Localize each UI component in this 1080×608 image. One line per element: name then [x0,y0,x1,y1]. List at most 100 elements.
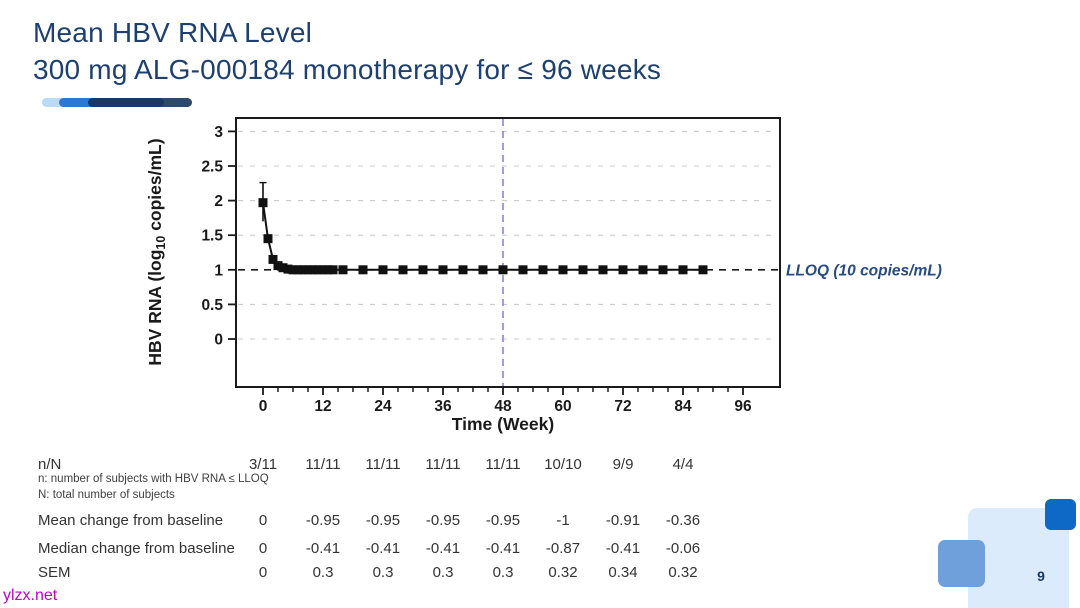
table-row-mean: Mean change from baseline 0 -0.95 -0.95 -0.… [0,512,1080,532]
decorative-gradient-bar [42,98,192,107]
y-axis-label: HBV RNA (log10 copies/mL) [145,138,168,365]
data-point-marker [263,234,273,244]
y-tick-label: 2.5 [201,159,223,176]
x-axis-label: Time (Week) [452,414,554,434]
table-cell: 0.3 [432,564,454,581]
x-tick-label: 84 [674,398,692,415]
y-tick-label: 1.5 [201,228,223,245]
x-tick-label: 48 [494,398,512,415]
page-number: 9 [1037,568,1045,584]
series-line [262,202,703,271]
table-cell: 10/10 [544,456,582,473]
data-point-marker [638,265,648,275]
table-row-median: Median change from baseline 0 -0.41 -0.41 -… [0,540,1080,560]
table-cell: 9/9 [612,456,634,473]
data-point-marker [698,265,708,275]
deco-bar-segment-slate [144,98,192,107]
row-label-sem: SEM [38,564,71,581]
table-cell: 3/11 [248,456,278,473]
data-point-marker [258,198,268,208]
table-cell: -0.06 [665,540,701,557]
data-point-marker [398,265,408,275]
table-row-sem: SEM 0 0.3 0.3 0.3 0.3 0.32 0.34 0.32 [0,564,1080,584]
table-cell: -0.95 [305,512,341,529]
data-point-marker [318,265,328,275]
deco-square-dark [1045,499,1076,530]
data-point-marker [358,265,368,275]
x-tick-label: 60 [554,398,571,415]
table-cell: -0.36 [665,512,701,529]
table-cell: 11/11 [365,456,401,473]
data-point-marker [558,265,568,275]
x-tick-label: 36 [434,398,452,415]
table-cell: -0.41 [365,540,401,557]
table-cell: 0.3 [492,564,514,581]
table-footnote-N: N: total number of subjects [38,489,175,501]
data-point-marker [578,265,588,275]
data-point-marker [538,265,548,275]
data-point-marker [338,265,348,275]
table-cell: 0 [258,564,268,581]
data-point-marker [278,263,288,273]
table-cell: -0.91 [605,512,641,529]
table-cell: -0.41 [605,540,641,557]
hbv-rna-chart: 0 0.5 1 1.5 2 2.5 3 0 12 24 36 48 60 72 84 96 Time (Week… [145,117,942,434]
data-point-marker [268,254,278,264]
table-cell: 0.3 [312,564,334,581]
slide-title-line2: 300 mg ALG-000184 monotherapy for ≤ 96 w… [33,54,662,85]
table-row-nN: n/N 3/11 11/11 11/11 11/11 11/11 10/10 9/9 4/4 [0,456,1080,476]
data-point-marker [498,265,508,275]
table-cell: -0.95 [365,512,401,529]
table-cell: -0.95 [485,512,521,529]
row-label-median: Median change from baseline [38,540,235,557]
x-tick-label: 12 [314,398,331,415]
x-tick-label: 96 [734,398,752,415]
y-tick-label: 3 [214,124,223,141]
title-block: Mean HBV RNA Level 300 mg ALG-000184 mon… [33,14,661,88]
data-point-marker [458,265,468,275]
table-cell: 11/11 [485,456,521,473]
data-point-marker [678,265,688,275]
table-cell: 11/11 [305,456,341,473]
table-cell: -0.41 [305,540,341,557]
data-point-marker [418,265,428,275]
table-cell: -0.41 [425,540,461,557]
data-point-marker [293,265,303,275]
data-point-marker [658,265,668,275]
data-point-marker [313,265,323,275]
data-point-marker [438,265,448,275]
y-tick-label: 1 [214,262,223,279]
table-cell: 0 [258,512,268,529]
table-cell: -1 [556,512,570,529]
data-point-marker [378,265,388,275]
x-tick-label: 72 [614,398,631,415]
data-point-marker [478,265,488,275]
data-point-marker [308,265,318,275]
table-cell: -0.95 [425,512,461,529]
y-tick-label: 0.5 [201,297,223,314]
deco-bar-segment-blue [59,98,99,107]
row-label-mean: Mean change from baseline [38,512,224,529]
row-label-nN: n/N [38,456,62,473]
data-point-marker [298,265,308,275]
data-point-marker [288,265,298,275]
table-cell: 4/4 [672,456,694,473]
deco-square-medium [938,540,985,587]
table-cell: 0.32 [548,564,578,581]
y-tick-label: 2 [214,193,223,210]
watermark: ylzx.net [3,587,58,604]
x-tick-label: 24 [374,398,392,415]
data-point-marker [323,265,333,275]
data-point-marker [618,265,628,275]
data-point-marker [283,264,293,274]
table-cell: 11/11 [425,456,461,473]
data-point-marker [598,265,608,275]
x-tick-label: 0 [259,398,268,415]
plot-border [235,117,781,388]
data-point-marker [303,265,313,275]
data-point-marker [328,265,338,275]
lloq-label: LLOQ (10 copies/mL) [786,262,942,279]
table-cell: -0.87 [545,540,581,557]
table-cell: -0.41 [485,540,521,557]
